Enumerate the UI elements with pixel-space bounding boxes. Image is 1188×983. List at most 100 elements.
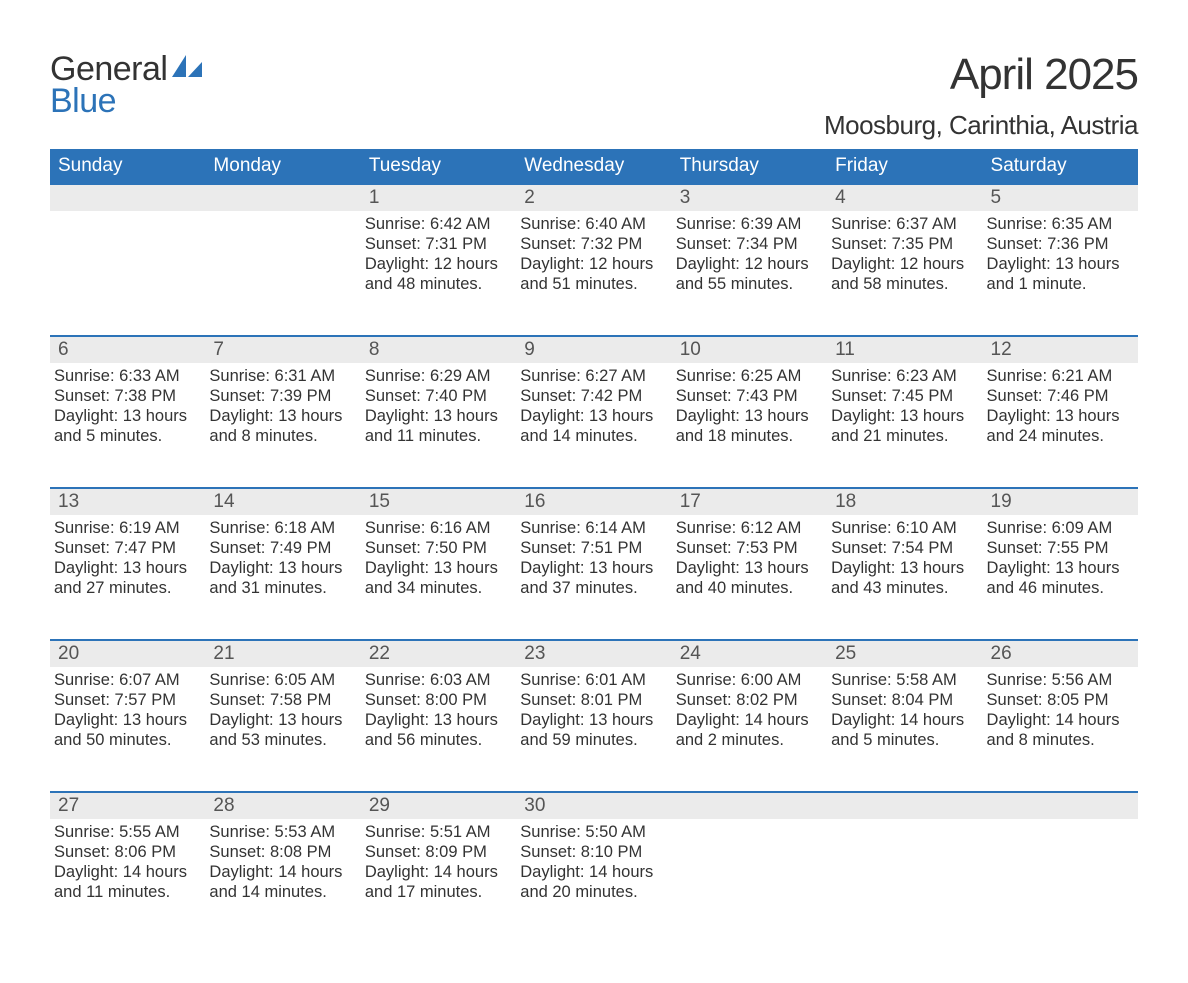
day-sunrise: Sunrise: 5:58 AM [831, 670, 978, 690]
day-daylight1: Daylight: 13 hours [365, 558, 512, 578]
day-sunset: Sunset: 7:54 PM [831, 538, 978, 558]
calendar-cell: 27Sunrise: 5:55 AMSunset: 8:06 PMDayligh… [50, 791, 205, 943]
day-details: Sunrise: 6:31 AMSunset: 7:39 PMDaylight:… [205, 363, 360, 451]
day-daylight1: Daylight: 13 hours [520, 406, 667, 426]
day-details: Sunrise: 6:19 AMSunset: 7:47 PMDaylight:… [50, 515, 205, 603]
day-number: 21 [205, 639, 360, 667]
day-sunset: Sunset: 7:58 PM [209, 690, 356, 710]
day-number: 5 [983, 183, 1138, 211]
day-details: Sunrise: 6:29 AMSunset: 7:40 PMDaylight:… [361, 363, 516, 451]
day-daylight1: Daylight: 12 hours [831, 254, 978, 274]
day-details: Sunrise: 6:14 AMSunset: 7:51 PMDaylight:… [516, 515, 671, 603]
day-number [50, 183, 205, 211]
day-number: 19 [983, 487, 1138, 515]
day-details: Sunrise: 5:55 AMSunset: 8:06 PMDaylight:… [50, 819, 205, 907]
day-sunrise: Sunrise: 6:19 AM [54, 518, 201, 538]
calendar-week-row: 20Sunrise: 6:07 AMSunset: 7:57 PMDayligh… [50, 639, 1138, 791]
day-daylight1: Daylight: 13 hours [54, 406, 201, 426]
day-daylight1: Daylight: 13 hours [365, 406, 512, 426]
day-details: Sunrise: 5:58 AMSunset: 8:04 PMDaylight:… [827, 667, 982, 755]
day-sunrise: Sunrise: 6:27 AM [520, 366, 667, 386]
day-daylight2: and 18 minutes. [676, 426, 823, 446]
calendar-cell: 26Sunrise: 5:56 AMSunset: 8:05 PMDayligh… [983, 639, 1138, 791]
day-details: Sunrise: 6:03 AMSunset: 8:00 PMDaylight:… [361, 667, 516, 755]
day-number: 25 [827, 639, 982, 667]
day-sunrise: Sunrise: 6:25 AM [676, 366, 823, 386]
weekday-header: Friday [827, 149, 982, 183]
day-number: 8 [361, 335, 516, 363]
calendar-cell: 12Sunrise: 6:21 AMSunset: 7:46 PMDayligh… [983, 335, 1138, 487]
day-sunset: Sunset: 7:31 PM [365, 234, 512, 254]
day-details: Sunrise: 6:40 AMSunset: 7:32 PMDaylight:… [516, 211, 671, 299]
day-details [205, 211, 360, 218]
calendar-cell: 25Sunrise: 5:58 AMSunset: 8:04 PMDayligh… [827, 639, 982, 791]
day-daylight1: Daylight: 13 hours [676, 406, 823, 426]
day-sunset: Sunset: 7:32 PM [520, 234, 667, 254]
day-daylight2: and 11 minutes. [54, 882, 201, 902]
day-sunrise: Sunrise: 6:14 AM [520, 518, 667, 538]
day-daylight2: and 34 minutes. [365, 578, 512, 598]
day-details: Sunrise: 6:00 AMSunset: 8:02 PMDaylight:… [672, 667, 827, 755]
day-sunset: Sunset: 7:51 PM [520, 538, 667, 558]
calendar-cell: 19Sunrise: 6:09 AMSunset: 7:55 PMDayligh… [983, 487, 1138, 639]
day-daylight2: and 50 minutes. [54, 730, 201, 750]
day-daylight1: Daylight: 13 hours [365, 710, 512, 730]
calendar-cell: 9Sunrise: 6:27 AMSunset: 7:42 PMDaylight… [516, 335, 671, 487]
day-daylight1: Daylight: 12 hours [365, 254, 512, 274]
day-daylight2: and 21 minutes. [831, 426, 978, 446]
day-daylight1: Daylight: 13 hours [209, 558, 356, 578]
calendar-cell: 30Sunrise: 5:50 AMSunset: 8:10 PMDayligh… [516, 791, 671, 943]
day-sunrise: Sunrise: 5:50 AM [520, 822, 667, 842]
weekday-header-row: Sunday Monday Tuesday Wednesday Thursday… [50, 149, 1138, 183]
day-sunrise: Sunrise: 6:03 AM [365, 670, 512, 690]
day-details: Sunrise: 6:07 AMSunset: 7:57 PMDaylight:… [50, 667, 205, 755]
day-sunrise: Sunrise: 6:00 AM [676, 670, 823, 690]
day-daylight1: Daylight: 14 hours [987, 710, 1134, 730]
day-daylight1: Daylight: 13 hours [987, 254, 1134, 274]
day-number: 28 [205, 791, 360, 819]
day-daylight2: and 27 minutes. [54, 578, 201, 598]
day-sunset: Sunset: 7:46 PM [987, 386, 1134, 406]
day-number: 16 [516, 487, 671, 515]
day-sunrise: Sunrise: 6:37 AM [831, 214, 978, 234]
day-number: 17 [672, 487, 827, 515]
calendar-week-row: 13Sunrise: 6:19 AMSunset: 7:47 PMDayligh… [50, 487, 1138, 639]
day-sunset: Sunset: 7:36 PM [987, 234, 1134, 254]
calendar-cell: 1Sunrise: 6:42 AMSunset: 7:31 PMDaylight… [361, 183, 516, 335]
calendar-cell: 6Sunrise: 6:33 AMSunset: 7:38 PMDaylight… [50, 335, 205, 487]
day-sunset: Sunset: 8:01 PM [520, 690, 667, 710]
day-sunset: Sunset: 7:35 PM [831, 234, 978, 254]
title-block: April 2025 Moosburg, Carinthia, Austria [824, 50, 1138, 141]
day-details: Sunrise: 5:56 AMSunset: 8:05 PMDaylight:… [983, 667, 1138, 755]
calendar-cell [205, 183, 360, 335]
day-sunrise: Sunrise: 6:21 AM [987, 366, 1134, 386]
day-number: 22 [361, 639, 516, 667]
day-daylight2: and 1 minute. [987, 274, 1134, 294]
day-daylight2: and 53 minutes. [209, 730, 356, 750]
day-daylight1: Daylight: 13 hours [987, 558, 1134, 578]
day-daylight2: and 8 minutes. [987, 730, 1134, 750]
day-sunset: Sunset: 7:40 PM [365, 386, 512, 406]
logo-word2: Blue [50, 85, 202, 117]
day-number: 20 [50, 639, 205, 667]
day-daylight2: and 11 minutes. [365, 426, 512, 446]
day-number: 4 [827, 183, 982, 211]
calendar-cell: 18Sunrise: 6:10 AMSunset: 7:54 PMDayligh… [827, 487, 982, 639]
day-details: Sunrise: 6:05 AMSunset: 7:58 PMDaylight:… [205, 667, 360, 755]
day-sunset: Sunset: 8:02 PM [676, 690, 823, 710]
calendar-cell [50, 183, 205, 335]
day-details: Sunrise: 6:01 AMSunset: 8:01 PMDaylight:… [516, 667, 671, 755]
day-sunset: Sunset: 7:39 PM [209, 386, 356, 406]
day-number: 14 [205, 487, 360, 515]
day-details [672, 819, 827, 826]
calendar-cell [983, 791, 1138, 943]
day-sunset: Sunset: 8:06 PM [54, 842, 201, 862]
day-daylight2: and 58 minutes. [831, 274, 978, 294]
day-sunrise: Sunrise: 6:29 AM [365, 366, 512, 386]
calendar-week-row: 27Sunrise: 5:55 AMSunset: 8:06 PMDayligh… [50, 791, 1138, 943]
day-daylight2: and 55 minutes. [676, 274, 823, 294]
day-daylight1: Daylight: 13 hours [209, 710, 356, 730]
calendar-document: General Blue April 2025 Moosburg, Carint… [0, 0, 1188, 983]
calendar-cell [827, 791, 982, 943]
day-sunset: Sunset: 8:09 PM [365, 842, 512, 862]
